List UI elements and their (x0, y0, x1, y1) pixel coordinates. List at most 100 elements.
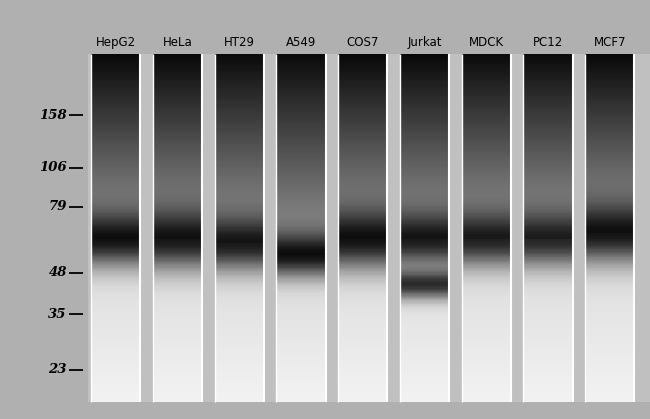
Bar (153, 86, 202, 87)
Bar (523, 371, 573, 372)
Bar (338, 378, 387, 379)
Bar (276, 304, 326, 305)
Bar (523, 83, 573, 85)
Bar (523, 336, 573, 337)
Bar (153, 395, 202, 396)
Bar (338, 129, 387, 130)
Bar (91, 165, 140, 166)
Bar (276, 369, 326, 370)
Bar (462, 81, 511, 82)
Bar (585, 393, 634, 394)
Bar (400, 171, 449, 173)
Bar (523, 394, 573, 395)
Bar (585, 304, 634, 305)
Bar (523, 373, 573, 375)
Bar (585, 301, 634, 303)
Bar (462, 354, 511, 355)
Bar (153, 181, 202, 182)
Bar (338, 62, 387, 64)
Bar (214, 249, 264, 251)
Bar (214, 59, 264, 60)
Bar (91, 246, 140, 247)
Bar (523, 245, 573, 246)
Bar (462, 107, 511, 108)
Bar (585, 142, 634, 144)
Bar (153, 102, 202, 103)
Bar (523, 271, 573, 272)
Bar (153, 287, 202, 289)
Bar (214, 125, 264, 127)
Bar (153, 371, 202, 372)
Bar (153, 197, 202, 198)
Bar (400, 168, 449, 169)
Bar (91, 393, 140, 394)
Bar (214, 355, 264, 356)
Bar (585, 189, 634, 190)
Bar (214, 253, 264, 254)
Bar (585, 344, 634, 345)
Bar (214, 268, 264, 269)
Bar (400, 194, 449, 195)
Bar (585, 245, 634, 246)
Bar (276, 291, 326, 292)
Bar (462, 306, 511, 307)
Bar (585, 263, 634, 264)
Bar (585, 256, 634, 257)
Bar (276, 192, 326, 194)
Bar (338, 163, 387, 165)
Bar (276, 234, 326, 235)
Bar (153, 121, 202, 122)
Bar (338, 392, 387, 393)
Bar (523, 106, 573, 107)
Bar (523, 209, 573, 210)
Bar (585, 310, 634, 312)
Bar (338, 132, 387, 133)
Bar (523, 323, 573, 325)
Bar (153, 307, 202, 308)
Bar (462, 111, 511, 112)
Bar (338, 293, 387, 295)
Bar (276, 221, 326, 222)
Bar (153, 262, 202, 263)
Bar (338, 386, 387, 387)
Bar (585, 132, 634, 133)
Bar (338, 286, 387, 287)
Bar (91, 210, 140, 211)
Bar (276, 271, 326, 272)
Bar (462, 393, 511, 394)
Bar (462, 319, 511, 320)
Bar (276, 58, 326, 59)
Bar (338, 160, 387, 161)
Bar (585, 104, 634, 106)
Bar (338, 122, 387, 123)
Bar (523, 286, 573, 287)
Bar (276, 371, 326, 372)
Bar (523, 340, 573, 341)
Bar (276, 95, 326, 96)
Bar (400, 116, 449, 117)
Bar (523, 108, 573, 109)
Bar (338, 146, 387, 147)
Bar (400, 254, 449, 255)
Bar (153, 393, 202, 394)
Bar (91, 333, 140, 334)
Bar (91, 384, 140, 385)
Bar (91, 102, 140, 103)
Bar (523, 276, 573, 277)
Bar (400, 399, 449, 400)
Bar (153, 290, 202, 291)
Bar (338, 347, 387, 348)
Bar (585, 195, 634, 196)
Bar (91, 153, 140, 154)
Bar (585, 257, 634, 259)
Bar (585, 217, 634, 218)
Bar (276, 94, 326, 95)
Bar (585, 335, 634, 336)
Bar (214, 364, 264, 365)
Bar (276, 134, 326, 136)
Bar (462, 386, 511, 387)
Bar (153, 279, 202, 281)
Bar (276, 204, 326, 205)
Bar (153, 161, 202, 162)
Bar (153, 240, 202, 241)
